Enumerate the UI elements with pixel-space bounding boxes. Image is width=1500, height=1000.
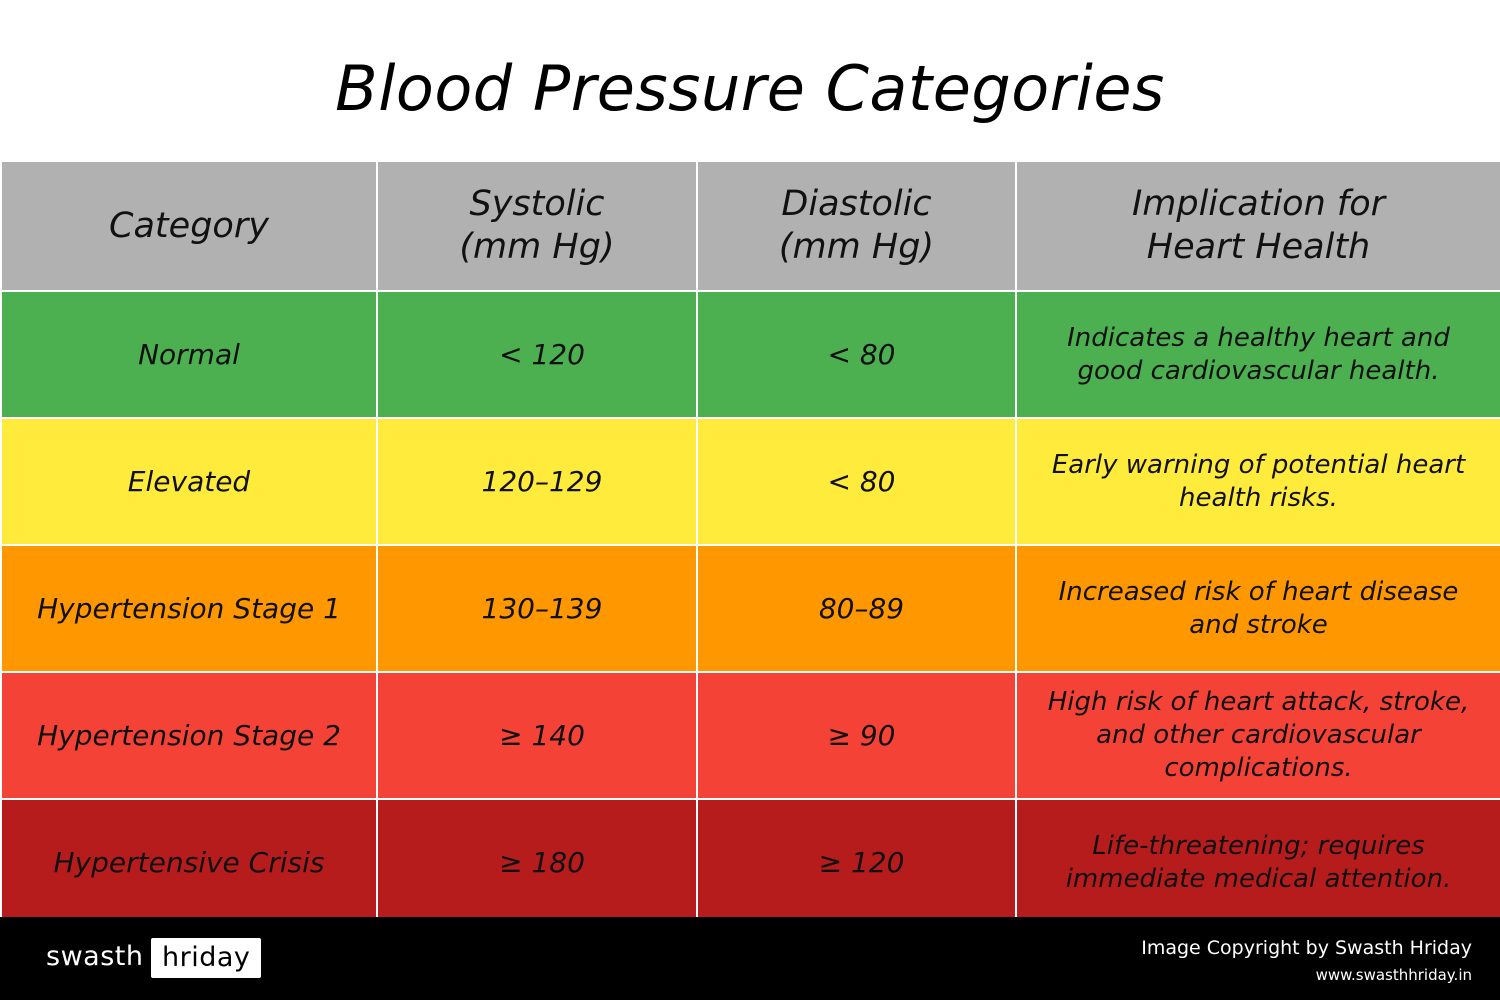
table-row: Hypertensive Crisis ≥ 180 ≥ 120 Life-threat… (0, 798, 1500, 927)
copyright-text: Image Copyright by Swasth Hriday (1141, 937, 1472, 959)
diastolic-cell: < 80 (696, 417, 1017, 546)
implication-cell: High risk of heart attack, stroke, and o… (1015, 671, 1500, 800)
diastolic-cell: ≥ 120 (696, 798, 1017, 927)
table-body: Normal < 120 < 80 Indicates a healthy heart… (0, 290, 1500, 927)
systolic-cell: ≥ 180 (376, 798, 698, 927)
category-cell: Hypertension Stage 1 (0, 544, 378, 673)
diastolic-cell: < 80 (696, 290, 1017, 419)
category-cell: Hypertension Stage 2 (0, 671, 378, 800)
header-implication: Implication for Heart Health (1015, 160, 1500, 292)
footer-bar: swasth hriday Image Copyright by Swasth … (0, 917, 1500, 1000)
table-row: Elevated 120–129 < 80 Early warning of pote… (0, 417, 1500, 546)
page-title: Blood Pressure Categories (335, 52, 1165, 125)
diastolic-cell: ≥ 90 (696, 671, 1017, 800)
implication-cell: Early warning of potential heart health … (1015, 417, 1500, 546)
brand-logo-text: swasth (46, 941, 144, 972)
systolic-cell: 120–129 (376, 417, 698, 546)
header-diastolic: Diastolic (mm Hg) (696, 160, 1017, 292)
systolic-cell: < 120 (376, 290, 698, 419)
bp-categories-table: Category Systolic (mm Hg) Diastolic (mm Hg… (0, 160, 1500, 927)
systolic-cell: 130–139 (376, 544, 698, 673)
diastolic-cell: 80–89 (696, 544, 1017, 673)
website-url: www.swasthhriday.in (1315, 966, 1472, 984)
header-category: Category (0, 160, 378, 292)
implication-cell: Indicates a healthy heart and good cardi… (1015, 290, 1500, 419)
header-systolic: Systolic (mm Hg) (376, 160, 698, 292)
table-row: Normal < 120 < 80 Indicates a healthy heart… (0, 290, 1500, 419)
implication-cell: Increased risk of heart disease and stro… (1015, 544, 1500, 673)
table-header-row: Category Systolic (mm Hg) Diastolic (mm Hg… (0, 160, 1500, 292)
table-row: Hypertension Stage 1 130–139 80–89 Increase… (0, 544, 1500, 673)
systolic-cell: ≥ 140 (376, 671, 698, 800)
table-row: Hypertension Stage 2 ≥ 140 ≥ 90 High risk o… (0, 671, 1500, 800)
brand-logo-badge: hriday (151, 938, 262, 978)
category-cell: Hypertensive Crisis (0, 798, 378, 927)
category-cell: Elevated (0, 417, 378, 546)
implication-cell: Life-threatening; requires immediate med… (1015, 798, 1500, 927)
category-cell: Normal (0, 290, 378, 419)
